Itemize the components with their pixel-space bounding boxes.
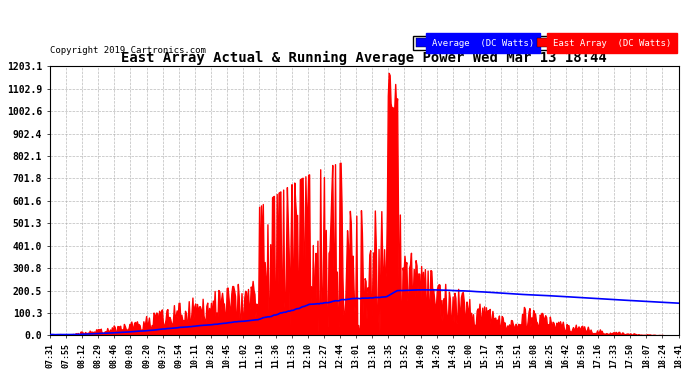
Text: Copyright 2019 Cartronics.com: Copyright 2019 Cartronics.com [50, 46, 206, 56]
Title: East Array Actual & Running Average Power Wed Mar 13 18:44: East Array Actual & Running Average Powe… [121, 51, 607, 65]
Legend: Average  (DC Watts), East Array  (DC Watts): Average (DC Watts), East Array (DC Watts… [413, 36, 674, 50]
